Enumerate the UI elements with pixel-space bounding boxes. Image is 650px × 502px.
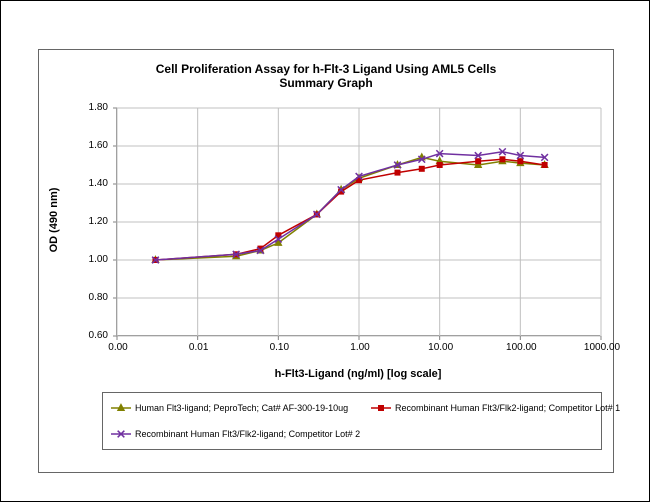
x-tick-label: 1.00 [340,342,380,353]
plot-area [116,108,600,336]
chart-title: Cell Proliferation Assay for h-Flt-3 Lig… [39,62,613,90]
y-tick-label: 0.60 [89,330,108,341]
series-line [155,159,544,260]
series-line [155,157,544,260]
legend-label: Recombinant Human Flt3/Flk2-ligand; Comp… [395,403,620,413]
legend-item: Human Flt3-ligand; PeproTech; Cat# AF-30… [111,403,348,413]
x-tick-label: 0.00 [98,342,138,353]
x-tick-label: 10.00 [421,342,461,353]
page-container: Cell Proliferation Assay for h-Flt-3 Lig… [0,0,650,502]
x-tick-label: 0.10 [259,342,299,353]
plot-svg [117,108,601,336]
legend-swatch [111,403,131,413]
y-tick-label: 1.20 [89,216,108,227]
y-tick-label: 1.60 [89,140,108,151]
legend-label: Human Flt3-ligand; PeproTech; Cat# AF-30… [135,403,348,413]
legend-swatch [371,403,391,413]
y-tick-label: 1.80 [89,102,108,113]
chart-frame: Cell Proliferation Assay for h-Flt-3 Lig… [38,49,614,473]
y-tick-label: 1.40 [89,178,108,189]
y-tick-label: 0.80 [89,292,108,303]
legend-label: Recombinant Human Flt3/Flk2-ligand; Comp… [135,429,360,439]
legend-swatch [111,429,131,439]
y-axis-label: OD (490 nm) [48,175,60,265]
x-tick-label: 100.00 [501,342,541,353]
legend-box: Human Flt3-ligand; PeproTech; Cat# AF-30… [102,392,602,450]
series-line [155,152,544,260]
x-tick-label: 1000.00 [582,342,622,353]
legend-item: Recombinant Human Flt3/Flk2-ligand; Comp… [371,403,620,413]
y-tick-label: 1.00 [89,254,108,265]
legend-item: Recombinant Human Flt3/Flk2-ligand; Comp… [111,429,360,439]
x-axis-label: h-Flt3-Ligand (ng/ml) [log scale] [116,368,600,380]
x-tick-label: 0.01 [179,342,219,353]
